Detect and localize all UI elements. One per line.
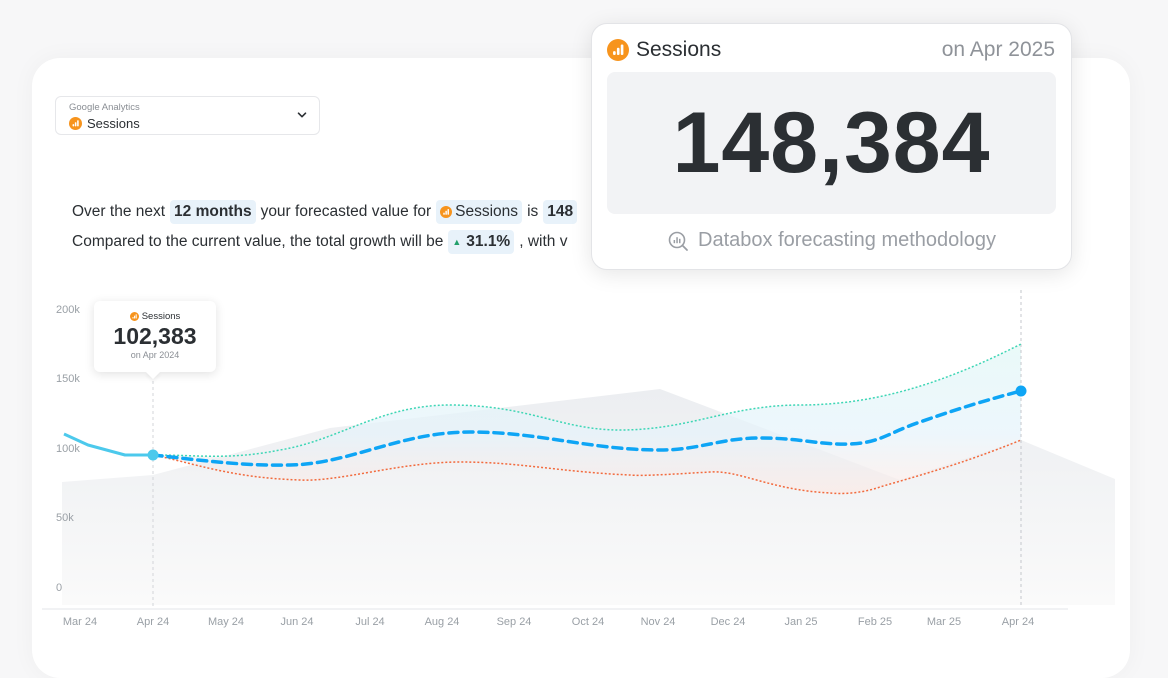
x-tick: Mar 24: [62, 616, 98, 628]
x-tick: Feb 25: [857, 616, 893, 628]
data-point-tooltip: Sessions 102,383 on Apr 2024: [94, 301, 216, 372]
actual-line: [63, 432, 153, 457]
apr-2024-point: [147, 449, 159, 461]
x-tick: Mar 25: [926, 616, 962, 628]
forecast-chart: [42, 290, 1115, 610]
x-tick: Sep 24: [496, 616, 532, 628]
metric-badge-label: Sessions: [455, 203, 519, 220]
x-tick: Oct 24: [571, 616, 605, 628]
chevron-down-icon[interactable]: [297, 110, 307, 120]
data-source-label: Google Analytics: [69, 102, 140, 113]
y-tick-150k: 150k: [56, 373, 80, 385]
google-analytics-icon: [607, 39, 629, 61]
x-tick: Jul 24: [355, 616, 385, 628]
growth-value: 31.1%: [466, 233, 511, 250]
period-badge: 12 months: [170, 200, 256, 224]
x-tick: Nov 24: [640, 616, 676, 628]
y-tick-100k: 100k: [56, 443, 80, 455]
tooltip-metric-label: Sessions: [141, 311, 181, 322]
y-tick-0: 0: [56, 582, 63, 594]
selected-metric-label: Sessions: [87, 116, 140, 131]
summary-text: is: [527, 203, 539, 220]
lower-bound-line: [152, 439, 1022, 495]
forecast-summary-line-2: Compared to the current value, the total…: [72, 230, 567, 254]
arrow-up-icon: ▲: [452, 237, 462, 247]
y-tick-50k: 50k: [56, 512, 74, 524]
x-tick: Dec 24: [710, 616, 746, 628]
google-analytics-icon: [440, 206, 453, 218]
growth-badge: ▲ 31.1%: [448, 230, 515, 254]
x-tick: Jun 24: [280, 616, 314, 628]
google-analytics-icon: [69, 117, 82, 130]
selected-metric: Sessions: [69, 116, 140, 131]
apr-2025-point: [1015, 385, 1027, 397]
popup-metric: Sessions: [607, 38, 721, 62]
x-tick: May 24: [207, 616, 245, 628]
upper-bound-line: [152, 343, 1022, 457]
methodology-link[interactable]: Databox forecasting methodology: [592, 229, 1071, 252]
methodology-link-label[interactable]: Databox forecasting methodology: [698, 229, 996, 251]
tooltip-metric: Sessions: [94, 311, 216, 322]
popup-metric-label: Sessions: [636, 38, 722, 61]
summary-text: your forecasted value for: [260, 203, 432, 220]
forecast-summary-line-1: Over the next 12 months your forecasted …: [72, 200, 582, 224]
summary-text: Compared to the current value, the total…: [72, 233, 444, 250]
google-analytics-icon: [129, 312, 139, 321]
metric-selector[interactable]: Google Analytics Sessions: [55, 96, 320, 135]
tooltip-value: 102,383: [113, 323, 197, 349]
x-tick: Apr 24: [136, 616, 170, 628]
x-tick: Jan 25: [784, 616, 818, 628]
popup-forecast-value: 148,384: [672, 94, 991, 191]
tooltip-date: on Apr 2024: [130, 350, 180, 360]
forecast-value-popup: Sessions on Apr 2025 148,384 Databox for…: [591, 23, 1072, 270]
metric-badge: Sessions: [436, 200, 523, 224]
x-tick: Apr 24: [1001, 616, 1035, 628]
summary-text: , with v: [519, 233, 568, 250]
popup-date: on Apr 2025: [941, 38, 1055, 61]
analytics-search-icon: [668, 231, 688, 251]
confidence-band: [153, 344, 1021, 494]
popup-value-box: 148,384: [607, 72, 1056, 214]
forecast-line: [151, 389, 1023, 467]
summary-text: Over the next: [72, 203, 166, 220]
y-tick-200k: 200k: [56, 304, 80, 316]
x-tick: Aug 24: [424, 616, 460, 628]
forecast-value-badge: 148: [543, 200, 578, 224]
